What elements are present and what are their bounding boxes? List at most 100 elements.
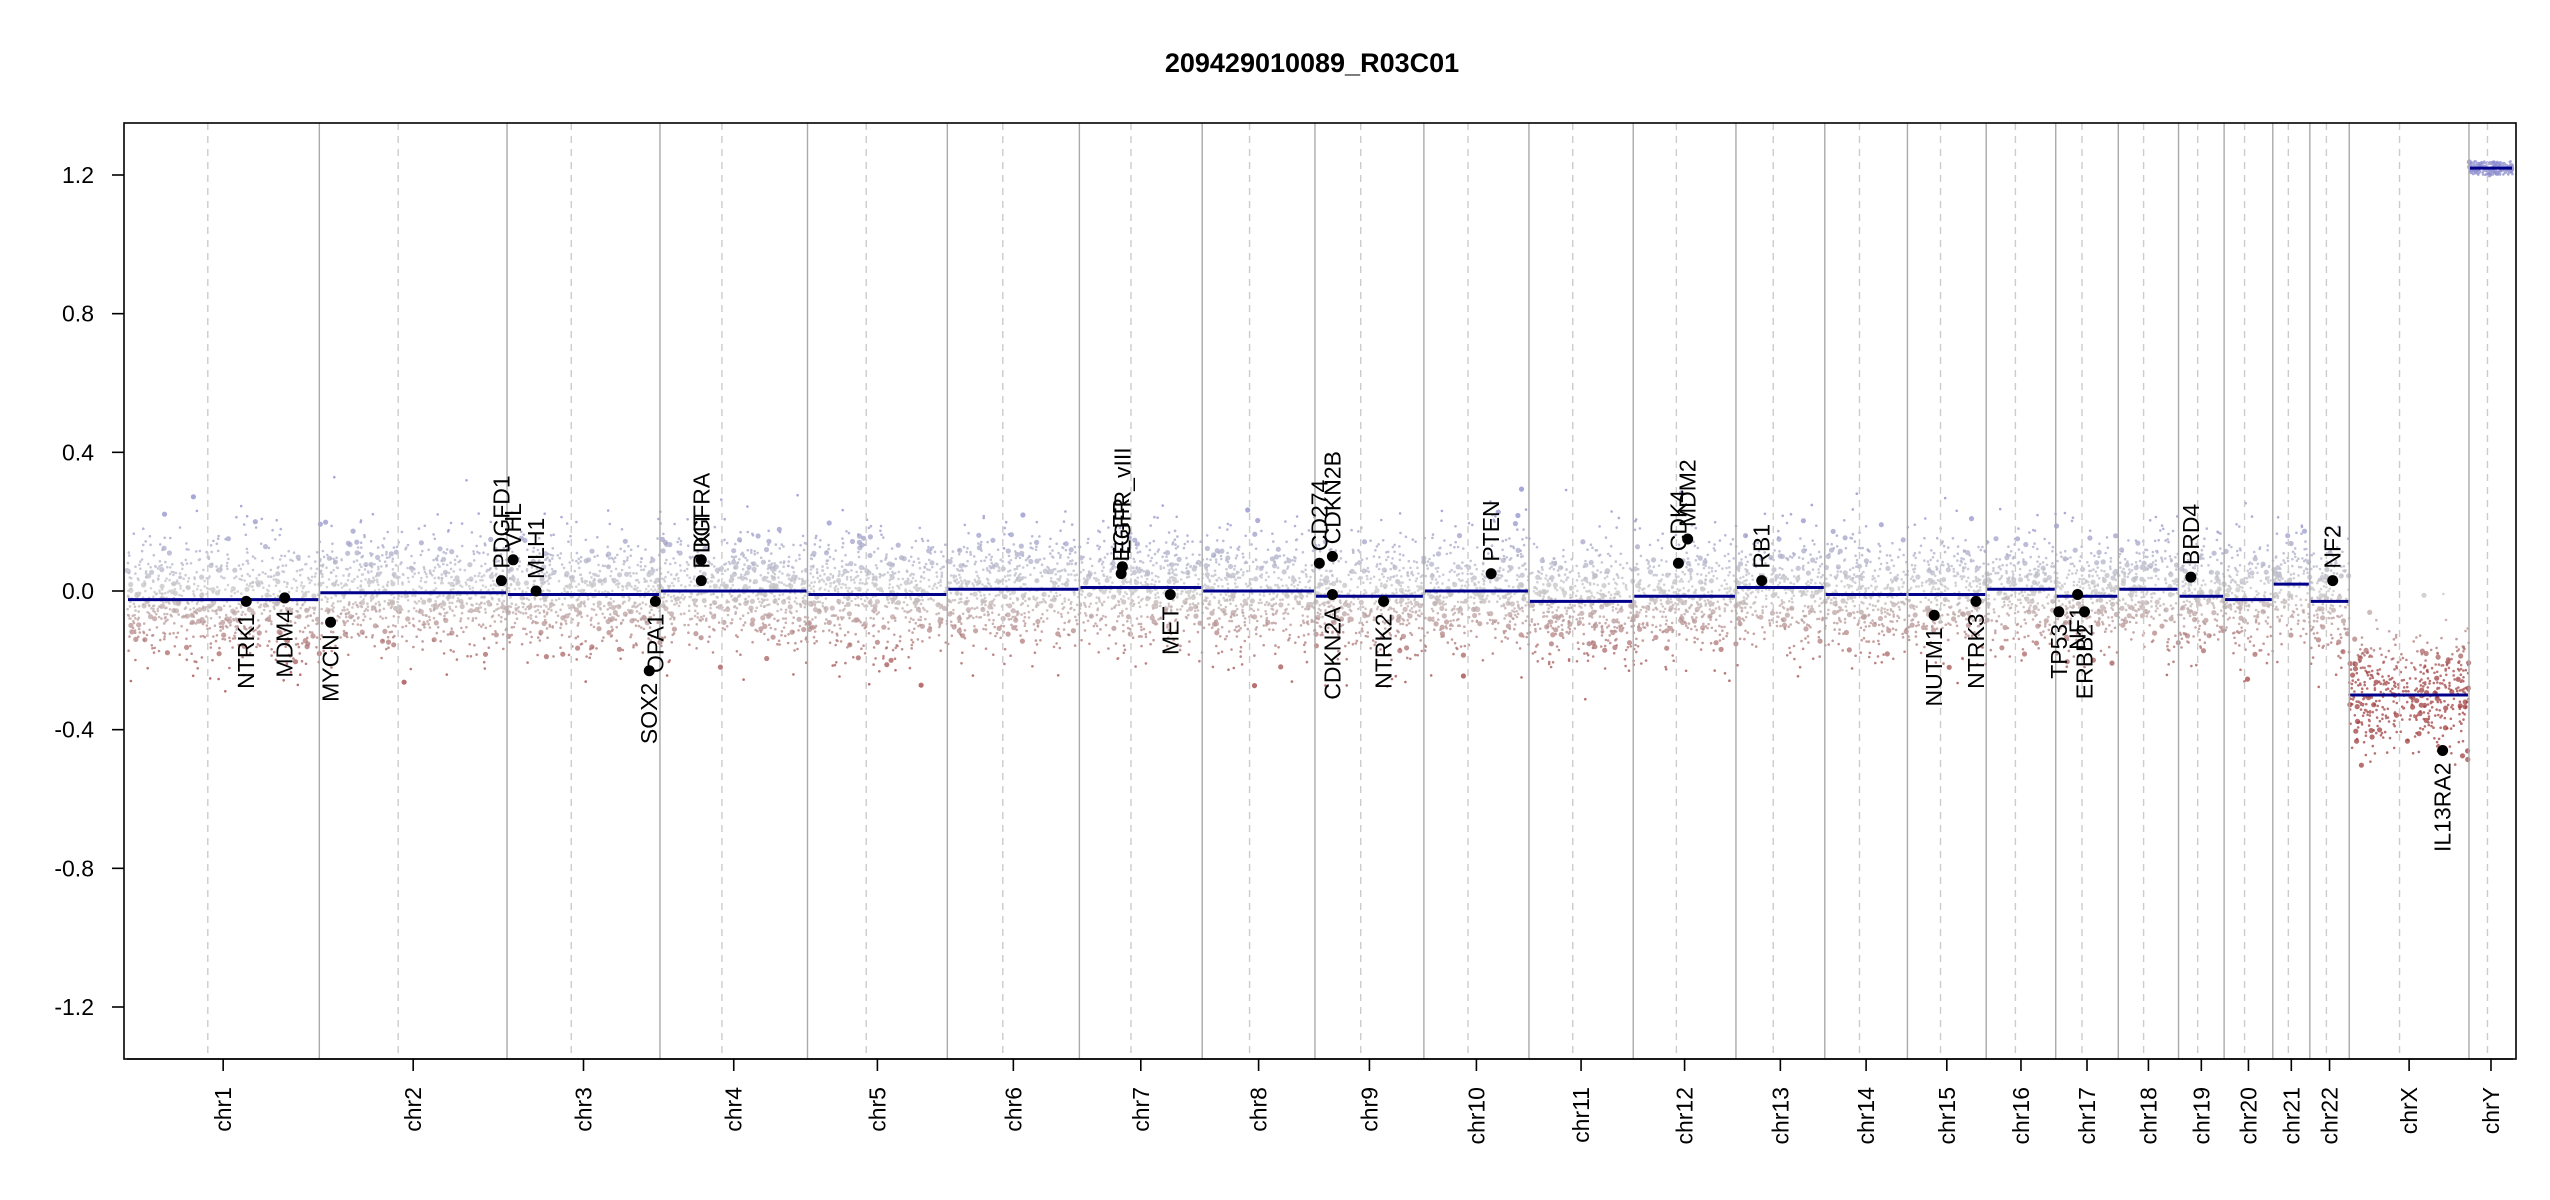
probe-points-chr5 — [854, 617, 860, 623]
probe-points-chr1 — [172, 590, 178, 596]
probe-points-chr7 — [1196, 559, 1202, 565]
probe-points-chr13 — [1806, 623, 1809, 626]
probe-points-chr20 — [2238, 611, 2242, 615]
probe-points-chr18 — [2124, 627, 2127, 631]
probe-points-chr5 — [877, 611, 881, 614]
probe-points-chr2 — [321, 574, 502, 578]
probe-points-chr10 — [1444, 602, 1447, 606]
probe-points-chr21 — [2285, 533, 2291, 539]
probe-points-chr12 — [1650, 557, 1657, 563]
probe-points-chr11 — [1547, 660, 1551, 664]
probe-points-chr10 — [1491, 652, 1495, 655]
probe-points-chr7 — [1144, 635, 1148, 639]
probe-points-chr11 — [1608, 634, 1611, 637]
probe-points-chr21 — [2275, 565, 2281, 571]
probe-points-chr9 — [1395, 610, 1414, 614]
probe-points-chr15 — [1935, 627, 1939, 630]
probe-points-chr5 — [825, 562, 939, 566]
probe-points-chr6 — [1005, 612, 1011, 618]
probe-points-chr4 — [726, 613, 730, 617]
probe-points-chr3 — [520, 642, 524, 646]
probe-points-chr13 — [1754, 645, 1758, 648]
probe-points-chr3 — [589, 548, 595, 554]
probe-points-chr8 — [1265, 618, 1314, 622]
probe-points-chr11 — [1604, 638, 1617, 642]
probe-points-chr12 — [1707, 600, 1713, 606]
probe-points-chr21 — [2288, 540, 2294, 547]
probe-points-chrX — [2376, 627, 2379, 631]
probe-points-chr10 — [1493, 576, 1500, 582]
probe-points-chr22 — [2326, 643, 2330, 646]
probe-points-chr5 — [841, 541, 845, 545]
probe-points-chr3 — [551, 569, 557, 576]
probe-points-chr11 — [1573, 604, 1603, 607]
probe-points-chr9 — [1395, 617, 1401, 623]
probe-points-chr9 — [1322, 601, 1410, 605]
probe-points-chr2 — [433, 620, 439, 626]
probe-points-chr21 — [2292, 610, 2305, 614]
probe-points-chr10 — [1424, 574, 1530, 579]
probe-points-chr17 — [2104, 610, 2107, 614]
probe-points-chr10 — [1450, 638, 1454, 641]
probe-points-chr7 — [1083, 603, 1192, 606]
probe-points-chr10 — [1504, 636, 1507, 639]
probe-points-chr17 — [2068, 601, 2071, 605]
probe-points-chr16 — [1988, 578, 2030, 582]
probe-points-chr18 — [2141, 560, 2147, 566]
probe-points-chr15 — [1913, 523, 1917, 526]
probe-points-chr16 — [2046, 602, 2050, 605]
probe-points-chr20 — [2267, 653, 2270, 656]
probe-points-chr11 — [1535, 545, 1594, 550]
probe-points-chr7 — [1149, 615, 1155, 621]
probe-points-chr19 — [2182, 625, 2186, 628]
probe-points-chr9 — [1372, 618, 1376, 622]
probe-points-chr15 — [1934, 661, 1938, 664]
probe-points-chr9 — [1390, 658, 1393, 662]
probe-points-chr5 — [843, 595, 907, 599]
probe-points-chr4 — [742, 678, 745, 681]
probe-points-chr20 — [2246, 621, 2249, 625]
probe-points-chr14 — [1863, 620, 1866, 624]
probe-points-chr12 — [1666, 597, 1670, 600]
probe-points-chr11 — [1549, 562, 1557, 566]
probe-points-chr22 — [2336, 553, 2339, 557]
probe-points-chr7 — [1107, 526, 1122, 530]
probe-points-chr17 — [2071, 516, 2075, 520]
probe-points-chr6 — [982, 514, 986, 518]
probe-points-chr19 — [2186, 553, 2204, 557]
probe-points-chr2 — [385, 639, 392, 645]
probe-points-chr21 — [2284, 579, 2287, 583]
probe-points-chr10 — [1515, 610, 1519, 613]
probe-points-chr7 — [1134, 543, 1177, 547]
probe-points-chr13 — [1744, 555, 1823, 559]
probe-points-chr11 — [1565, 612, 1568, 615]
probe-points-chr22 — [2337, 531, 2340, 535]
probe-points-chr18 — [2154, 599, 2160, 605]
probe-points-chr5 — [920, 588, 926, 594]
probe-points-chr5 — [885, 605, 917, 609]
probe-points-chr19 — [2212, 604, 2215, 607]
probe-points-chr2 — [396, 608, 424, 615]
probe-points-chr17 — [2088, 529, 2092, 533]
probe-points-chr5 — [841, 601, 894, 605]
probe-points-chr9 — [1346, 592, 1424, 596]
probe-points-chr20 — [2228, 616, 2270, 620]
probe-points-chr7 — [1097, 597, 1189, 601]
probe-points-chr14 — [1864, 525, 1868, 528]
probe-points-chr14 — [1850, 667, 1854, 670]
probe-points-chr14 — [1837, 642, 1840, 646]
probe-points-chr2 — [354, 539, 424, 546]
probe-points-chr13 — [1784, 612, 1790, 618]
probe-points-chr3 — [559, 626, 562, 630]
probe-points-chr12 — [1672, 659, 1675, 663]
probe-points-chr1 — [137, 627, 248, 631]
probe-points-chr5 — [810, 586, 948, 590]
x-tick-label: chrY — [2478, 1087, 2504, 1134]
probe-points-chr22 — [2314, 636, 2334, 640]
probe-points-chr5 — [882, 654, 885, 658]
probe-points-chr8 — [1295, 600, 1302, 604]
probe-points-chr15 — [1929, 600, 1933, 604]
probe-points-chr13 — [1759, 557, 1819, 561]
x-tick-label: chr11 — [1568, 1087, 1594, 1143]
probe-points-chr7 — [1125, 614, 1132, 620]
